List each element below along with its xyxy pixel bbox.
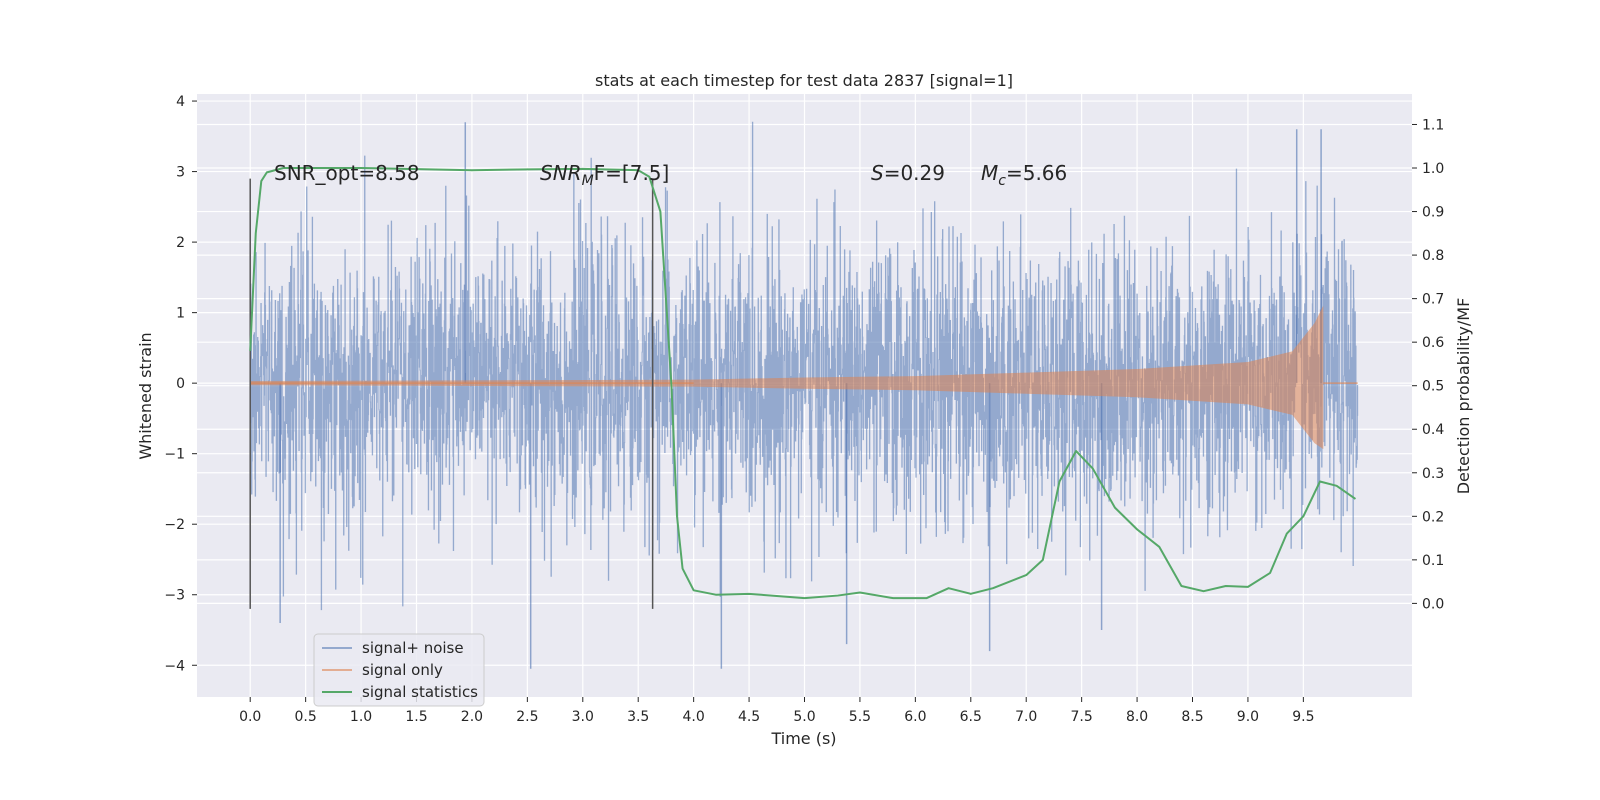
signal-envelope (250, 305, 1324, 450)
y2-tick-label: 0.7 (1422, 292, 1444, 308)
x-tick-label: 4.0 (683, 709, 705, 725)
x-tick-label: 8.0 (1126, 709, 1148, 725)
x-tick-label: 2.5 (516, 709, 538, 725)
y-tick-label: 3 (176, 165, 185, 181)
y2-tick-label: 0.4 (1422, 422, 1444, 438)
legend: signal+ noise signal only signal statist… (313, 633, 485, 707)
x-tick-label: 9.5 (1292, 709, 1314, 725)
x-tick-label: 0.5 (295, 709, 317, 725)
y-tick-label: 0 (176, 376, 185, 392)
plot-area (249, 121, 1359, 669)
x-tick-label: 7.0 (1015, 709, 1037, 725)
y2-tick-label: 0.8 (1422, 248, 1444, 264)
legend-label-stats: signal statistics (362, 683, 478, 701)
x-tick-label: 5.5 (849, 709, 871, 725)
s-value: =0.29 (884, 161, 945, 185)
x-tick-label: 0.0 (239, 709, 261, 725)
y2-tick-label: 1.1 (1422, 117, 1444, 133)
y-tick-label: −1 (164, 447, 185, 463)
y2-tick-label: 0.6 (1422, 335, 1444, 351)
y2-axis-label: Detection probability/MF (1454, 298, 1473, 495)
x-tick-label: 8.5 (1181, 709, 1203, 725)
x-axis-label: Time (s) (770, 729, 836, 748)
x-axis-ticks: 0.0 0.5 1.0 1.5 2.0 2.5 3.0 3.5 4.0 4.5 5.0 5.5 6.0 6… (239, 697, 1314, 725)
x-tick-label: 1.0 (350, 709, 372, 725)
stats-line (249, 167, 1357, 600)
x-tick-label: 9.0 (1237, 709, 1259, 725)
chart-title: stats at each timestep for test data 283… (595, 71, 1013, 90)
annotation-snr-mf: SNRMF=[7.5] (540, 161, 669, 189)
y-tick-label: −3 (164, 588, 185, 604)
x-tick-label: 6.5 (960, 709, 982, 725)
x-tick-label: 3.5 (627, 709, 649, 725)
y2-tick-label: 0.0 (1422, 596, 1444, 612)
y-tick-label: −4 (164, 658, 185, 674)
mc-value: =5.66 (1006, 161, 1067, 185)
legend-box (313, 633, 485, 707)
y2-tick-label: 1.0 (1422, 161, 1444, 177)
series-signal-statistics (249, 167, 1357, 600)
mc-subscript: c (998, 173, 1006, 189)
annotation-snr-opt: SNR_opt=8.58 (274, 161, 420, 185)
y2-tick-label: 0.5 (1422, 379, 1444, 395)
x-tick-label: 5.0 (793, 709, 815, 725)
x-tick-label: 3.0 (572, 709, 594, 725)
snr-mf-symbol: SNR (540, 161, 582, 185)
vertical-markers (249, 178, 654, 609)
y2-tick-label: 0.2 (1422, 509, 1444, 525)
annotation-s: S=0.29 (871, 161, 945, 185)
legend-label-noise: signal+ noise (362, 639, 464, 657)
x-tick-label: 1.5 (405, 709, 427, 725)
y2-tick-label: 0.9 (1422, 205, 1444, 221)
y-axis-label: Whitened strain (136, 332, 155, 459)
mc-symbol: M (981, 161, 998, 185)
y-tick-label: 1 (176, 306, 185, 322)
y2-axis-ticks: 0.0 0.1 0.2 0.3 0.4 0.5 0.6 0.7 0.8 0.9 1.0 1.1 (1412, 117, 1444, 612)
y-tick-label: 4 (176, 94, 185, 110)
series-signal-only (250, 305, 1358, 450)
x-tick-label: 2.0 (461, 709, 483, 725)
legend-label-signal: signal only (362, 661, 443, 679)
y-tick-label: 2 (176, 235, 185, 251)
y2-tick-label: 0.1 (1422, 553, 1444, 569)
x-tick-label: 6.0 (904, 709, 926, 725)
y-tick-label: −2 (164, 517, 185, 533)
y-axis-ticks: 4 3 2 1 0 −1 −2 −3 −4 (164, 94, 197, 674)
snr-mf-value: F=[7.5] (594, 161, 670, 185)
snr-mf-subscript: M (582, 173, 594, 189)
x-tick-label: 7.5 (1071, 709, 1093, 725)
x-tick-label: 4.5 (738, 709, 760, 725)
s-symbol: S (871, 161, 884, 185)
annotation-mc: Mc=5.66 (981, 161, 1067, 189)
y2-tick-label: 0.3 (1422, 466, 1444, 482)
